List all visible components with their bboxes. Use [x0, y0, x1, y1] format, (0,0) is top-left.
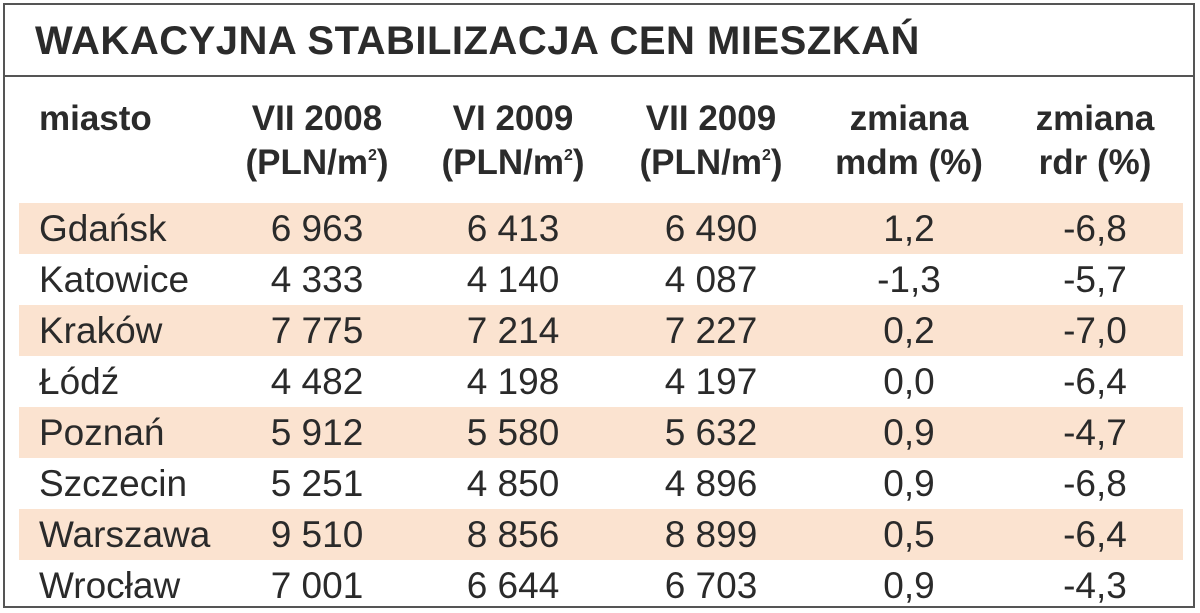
column-header: zmiana rdr (%)	[1007, 93, 1183, 203]
table-frame: WAKACYJNA STABILIZACJA CEN MIESZKAŃ mias…	[3, 3, 1195, 608]
table-row: Gdańsk 6 963 6 413 6 490 1,2 -6,8	[19, 203, 1183, 254]
table-row: Szczecin 5 251 4 850 4 896 0,9 -6,8	[19, 458, 1183, 509]
column-header-line2: mdm (%)	[835, 143, 983, 182]
column-header: zmiana mdm (%)	[811, 93, 1007, 203]
table-row: Poznań 5 912 5 580 5 632 0,9 -4,7	[19, 407, 1183, 458]
column-header-line1: zmiana	[1035, 99, 1155, 138]
table-row: Wrocław 7 001 6 644 6 703 0,9 -4,3	[19, 560, 1183, 611]
value-cell: -6,8	[1007, 203, 1183, 254]
city-cell: Gdańsk	[19, 203, 219, 254]
value-cell: 6 644	[466, 565, 560, 606]
value-cell: 9 510	[219, 509, 415, 560]
value-cell: 4 140	[466, 259, 560, 300]
table-row: Katowice 4 333 4 140 4 087 -1,3 -5,7	[19, 254, 1183, 305]
city-cell: Katowice	[39, 259, 190, 300]
value-cell: 7 227	[611, 305, 811, 356]
column-header-line1: VI 2009	[452, 99, 574, 138]
city-cell: Warszawa	[19, 509, 219, 560]
value-cell: 8 899	[611, 509, 811, 560]
value-cell: 4 087	[664, 259, 758, 300]
value-cell: 4 333	[270, 259, 364, 300]
value-cell: 7 775	[219, 305, 415, 356]
column-header-line1: VII 2008	[251, 99, 383, 138]
city-cell: Kraków	[19, 305, 219, 356]
value-cell: -1,3	[877, 259, 941, 300]
value-cell: 6 703	[664, 565, 758, 606]
unit-superscript: 2	[563, 147, 573, 164]
value-cell: 7 001	[270, 565, 364, 606]
value-cell: -6,4	[1063, 361, 1127, 402]
value-cell: -5,7	[1063, 259, 1127, 300]
city-cell: Szczecin	[39, 463, 188, 504]
table-row: Kraków 7 775 7 214 7 227 0,2 -7,0	[19, 305, 1183, 356]
column-header: VII 2008 (PLN/m2)	[219, 93, 415, 203]
value-cell: -6,8	[1063, 463, 1127, 504]
value-cell: 0,0	[883, 361, 935, 402]
column-header-line1: miasto	[39, 99, 152, 138]
value-cell: 4 896	[664, 463, 758, 504]
value-cell: 0,2	[811, 305, 1007, 356]
value-cell: 6 963	[219, 203, 415, 254]
value-cell: 1,2	[811, 203, 1007, 254]
value-cell: 4 482	[270, 361, 364, 402]
column-header-line1: VII 2009	[645, 99, 777, 138]
column-header: VI 2009 (PLN/m2)	[415, 93, 611, 203]
value-cell: 6 490	[611, 203, 811, 254]
city-cell: Poznań	[19, 407, 219, 458]
value-cell: 5 912	[219, 407, 415, 458]
title-bar: WAKACYJNA STABILIZACJA CEN MIESZKAŃ	[5, 5, 1193, 77]
value-cell: 5 580	[415, 407, 611, 458]
column-header: miasto	[19, 93, 219, 203]
value-cell: 7 214	[415, 305, 611, 356]
value-cell: 6 413	[415, 203, 611, 254]
table-title: WAKACYJNA STABILIZACJA CEN MIESZKAŃ	[35, 19, 920, 63]
value-cell: 0,9	[811, 407, 1007, 458]
value-cell: 4 198	[466, 361, 560, 402]
column-header-line2: (PLN/m2)	[245, 143, 389, 182]
city-cell: Wrocław	[39, 565, 181, 606]
value-cell: -7,0	[1007, 305, 1183, 356]
value-cell: 5 251	[270, 463, 364, 504]
city-cell: Łódź	[39, 361, 120, 402]
table-row: Łódź 4 482 4 198 4 197 0,0 -6,4	[19, 356, 1183, 407]
column-header-line2: rdr (%)	[1038, 143, 1152, 182]
column-header-line2: (PLN/m2)	[441, 143, 585, 182]
value-cell: 4 850	[466, 463, 560, 504]
unit-superscript: 2	[761, 147, 771, 164]
value-cell: 0,9	[883, 565, 935, 606]
column-header-line2: (PLN/m2)	[639, 143, 783, 182]
value-cell: 4 197	[664, 361, 758, 402]
value-cell: -6,4	[1007, 509, 1183, 560]
value-cell: -4,7	[1007, 407, 1183, 458]
table-row: Warszawa 9 510 8 856 8 899 0,5 -6,4	[19, 509, 1183, 560]
column-header: VII 2009 (PLN/m2)	[611, 93, 811, 203]
value-cell: 0,5	[811, 509, 1007, 560]
value-cell: -4,3	[1063, 565, 1127, 606]
value-cell: 5 632	[611, 407, 811, 458]
header-row: miasto VII 2008 (PLN/m2) VI 2009 (PLN/m2) VII…	[19, 93, 1183, 203]
price-table: miasto VII 2008 (PLN/m2) VI 2009 (PLN/m2) VII…	[19, 93, 1183, 611]
value-cell: 8 856	[415, 509, 611, 560]
unit-superscript: 2	[367, 147, 377, 164]
table-body: Gdańsk 6 963 6 413 6 490 1,2 -6,8 Katowice 4 33…	[19, 203, 1183, 611]
column-header-line1: zmiana	[849, 99, 969, 138]
value-cell: 0,9	[883, 463, 935, 504]
